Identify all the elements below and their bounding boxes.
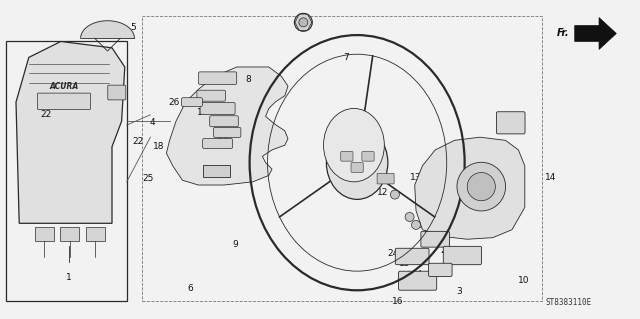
Text: 19: 19 xyxy=(214,169,226,178)
Circle shape xyxy=(405,212,414,221)
FancyBboxPatch shape xyxy=(182,98,202,107)
Text: 17: 17 xyxy=(196,108,208,117)
FancyBboxPatch shape xyxy=(429,263,452,277)
Text: 22: 22 xyxy=(40,110,52,119)
FancyBboxPatch shape xyxy=(444,246,481,265)
Circle shape xyxy=(390,190,399,199)
Text: 3: 3 xyxy=(456,287,461,296)
Text: SRS: SRS xyxy=(59,99,69,104)
Text: 12: 12 xyxy=(377,189,388,197)
FancyBboxPatch shape xyxy=(399,271,436,290)
FancyBboxPatch shape xyxy=(197,90,225,101)
FancyBboxPatch shape xyxy=(37,93,91,109)
FancyBboxPatch shape xyxy=(203,165,230,177)
FancyBboxPatch shape xyxy=(60,227,79,241)
FancyBboxPatch shape xyxy=(340,152,353,161)
Circle shape xyxy=(294,13,312,31)
Text: 25: 25 xyxy=(143,174,154,183)
Text: 4: 4 xyxy=(150,118,155,127)
Circle shape xyxy=(457,162,506,211)
Bar xyxy=(142,16,542,301)
FancyBboxPatch shape xyxy=(35,227,54,241)
Text: ACURA: ACURA xyxy=(49,82,79,91)
Text: 24: 24 xyxy=(412,271,423,279)
FancyBboxPatch shape xyxy=(362,152,374,161)
FancyBboxPatch shape xyxy=(86,227,105,241)
Text: 8: 8 xyxy=(246,75,251,84)
Text: 7: 7 xyxy=(343,53,348,62)
Circle shape xyxy=(467,173,495,201)
FancyBboxPatch shape xyxy=(421,231,449,247)
Polygon shape xyxy=(16,41,125,223)
Text: 10: 10 xyxy=(518,276,529,285)
Text: 15: 15 xyxy=(399,259,411,268)
FancyBboxPatch shape xyxy=(351,163,364,172)
Circle shape xyxy=(299,18,308,27)
FancyBboxPatch shape xyxy=(377,173,394,184)
Ellipse shape xyxy=(326,126,388,199)
Text: 1: 1 xyxy=(67,273,72,282)
Text: 13: 13 xyxy=(410,173,422,182)
Polygon shape xyxy=(81,21,134,38)
Text: 14: 14 xyxy=(545,173,556,182)
Text: 22: 22 xyxy=(132,137,143,146)
Text: 5: 5 xyxy=(131,23,136,32)
Ellipse shape xyxy=(324,108,384,182)
Text: 16: 16 xyxy=(392,297,404,306)
FancyBboxPatch shape xyxy=(200,102,235,115)
FancyBboxPatch shape xyxy=(203,138,232,149)
Circle shape xyxy=(412,220,420,229)
Polygon shape xyxy=(166,67,288,185)
Text: 26: 26 xyxy=(168,98,180,107)
Text: 21: 21 xyxy=(217,133,228,142)
FancyBboxPatch shape xyxy=(396,248,429,265)
Text: 25: 25 xyxy=(415,221,426,230)
Text: Fr.: Fr. xyxy=(557,28,570,39)
Text: 2: 2 xyxy=(441,246,446,255)
Text: 24: 24 xyxy=(387,249,399,258)
Text: 11: 11 xyxy=(500,117,511,126)
Bar xyxy=(6,41,127,301)
FancyBboxPatch shape xyxy=(210,116,238,127)
Text: 23: 23 xyxy=(298,15,309,24)
Text: ST8383110E: ST8383110E xyxy=(545,298,591,307)
FancyBboxPatch shape xyxy=(497,112,525,134)
Polygon shape xyxy=(415,137,525,239)
Text: 20: 20 xyxy=(421,228,433,237)
FancyBboxPatch shape xyxy=(108,85,126,100)
FancyBboxPatch shape xyxy=(214,127,241,137)
Text: 6: 6 xyxy=(188,284,193,293)
Text: 18: 18 xyxy=(153,142,164,151)
Polygon shape xyxy=(575,18,616,49)
FancyBboxPatch shape xyxy=(198,72,237,85)
Text: 9: 9 xyxy=(233,240,238,249)
